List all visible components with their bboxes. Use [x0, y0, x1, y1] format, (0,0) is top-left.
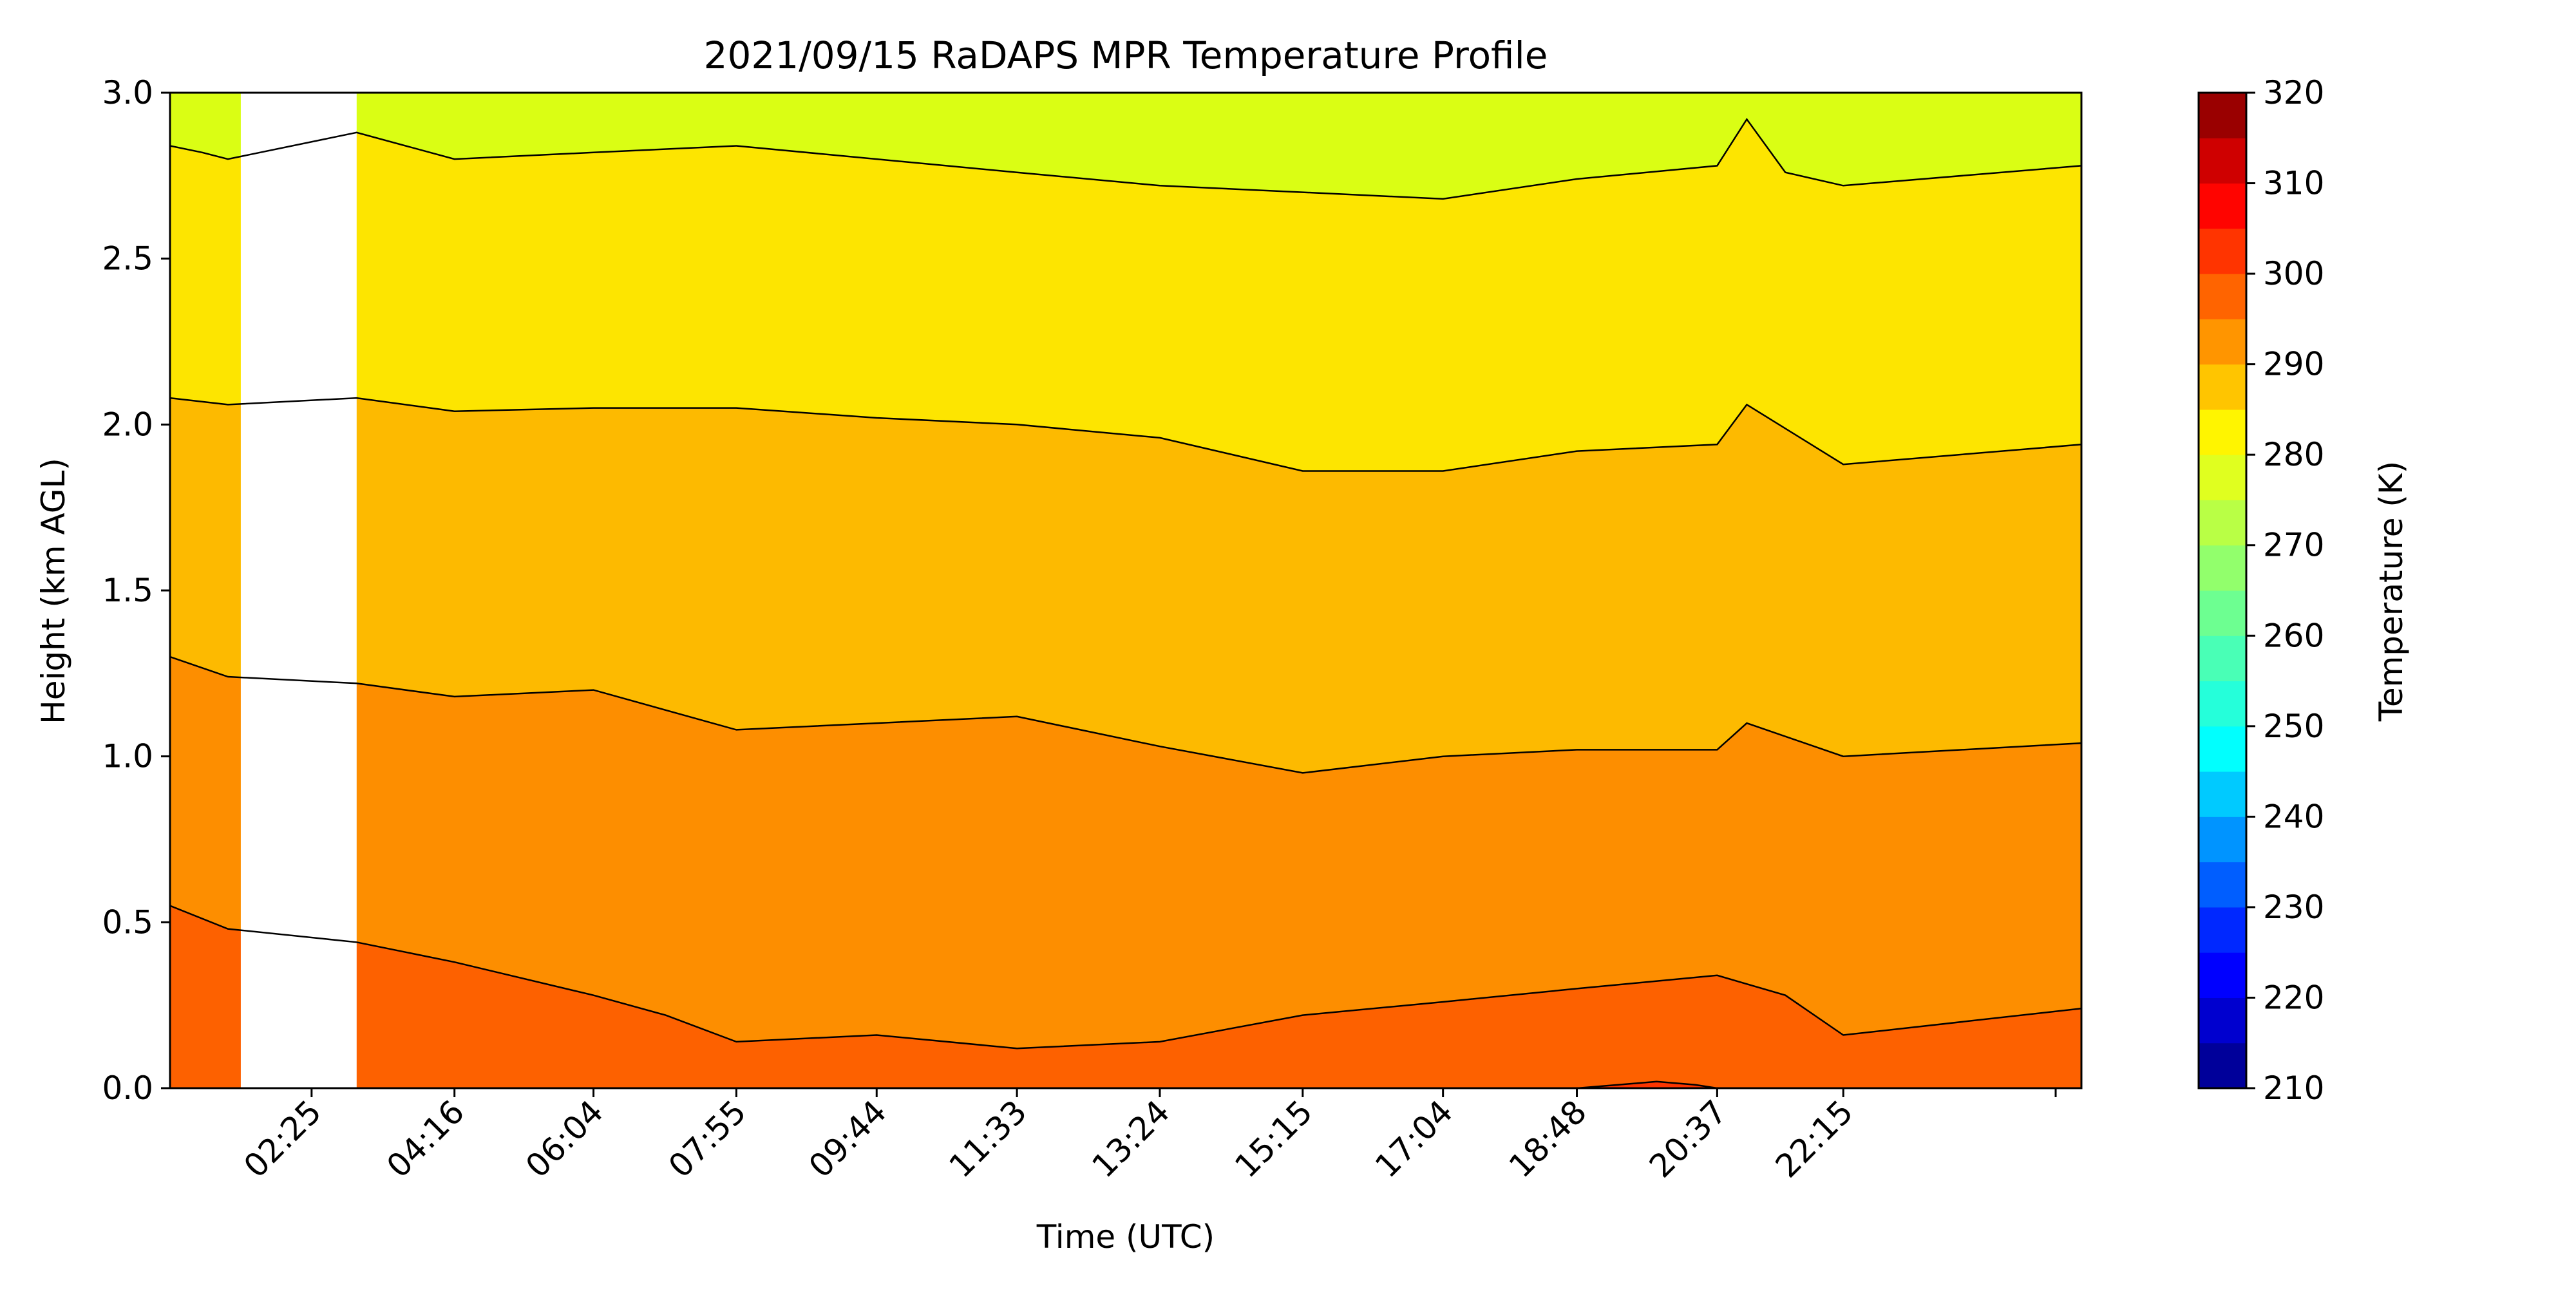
colorbar-segment [2199, 1042, 2246, 1089]
x-tick-label: 11:33 [942, 1093, 1034, 1185]
data-gap [240, 93, 357, 1088]
colorbar-tick-label: 210 [2263, 1070, 2324, 1107]
y-tick-label: 3.0 [102, 74, 153, 111]
chart-title: 2021/09/15 RaDAPS MPR Temperature Profil… [704, 33, 1548, 77]
colorbar-tick-label: 270 [2263, 527, 2324, 564]
isotherm-295 [170, 905, 2081, 1050]
x-tick-label: 15:15 [1227, 1093, 1320, 1185]
isotherm-290 [170, 655, 2081, 774]
colorbar-segment [2199, 771, 2246, 817]
colorbar-segment [2199, 138, 2246, 184]
y-tick-label: 2.5 [102, 240, 153, 278]
colorbar-segment [2199, 907, 2246, 953]
x-axis-label: Time (UTC) [1036, 1218, 1215, 1256]
y-axis-label: Height (km AGL) [35, 458, 72, 724]
x-tick-label: 04:16 [379, 1093, 471, 1185]
isotherm-280 [170, 117, 2081, 200]
colorbar-tick-label: 320 [2263, 74, 2324, 111]
x-tick-label: 18:48 [1502, 1093, 1594, 1185]
colorbar-segment [2199, 636, 2246, 682]
colorbar-segment [2199, 500, 2246, 546]
colorbar: 210 220 230 240 250 260 270 280 290 300 310 320 [2197, 74, 2324, 1107]
y-tick-label: 2.0 [102, 406, 153, 443]
colorbar-tick-label: 290 [2263, 346, 2324, 383]
colorbar-segment [2199, 952, 2246, 998]
colorbar-segment [2199, 228, 2246, 274]
colorbar-segment [2199, 319, 2246, 365]
y-tick-label: 0.0 [102, 1070, 153, 1107]
colorbar-segment [2199, 816, 2246, 863]
colorbar-frame [2197, 91, 2248, 1089]
colorbar-segment [2199, 681, 2246, 727]
band-300-305 [1577, 1081, 1718, 1088]
x-tick-label: 17:04 [1368, 1093, 1460, 1185]
x-tick-label: 09:44 [802, 1093, 894, 1185]
colorbar-tick-label: 260 [2263, 617, 2324, 654]
colorbar-segment [2199, 997, 2246, 1044]
colorbar-segment [2199, 590, 2246, 636]
isotherm-285 [170, 397, 2081, 472]
x-tick-label: 13:24 [1085, 1093, 1177, 1185]
y-tick-label: 1.0 [102, 738, 153, 775]
band-290-295 [170, 657, 2081, 1088]
colorbar-segment [2199, 455, 2246, 500]
colorbar-tick-label: 310 [2263, 165, 2324, 202]
colorbar-segment [2199, 862, 2246, 908]
colorbar-label: Temperature (K) [2372, 461, 2410, 722]
colorbar-segment [2199, 364, 2246, 410]
colorbar-segment [2199, 545, 2246, 591]
band-295-300 [170, 905, 2081, 1088]
colorbar-tick-label: 240 [2263, 798, 2324, 835]
x-tick-label: 22:15 [1768, 1093, 1861, 1185]
plot-area [170, 93, 2081, 1088]
colorbar-segment [2199, 274, 2246, 319]
colorbar-segment [2199, 409, 2246, 455]
colorbar-tick-label: 300 [2263, 255, 2324, 292]
colorbar-tick-label: 220 [2263, 979, 2324, 1016]
colorbar-segment [2199, 726, 2246, 772]
x-tick-label: 20:37 [1642, 1093, 1734, 1185]
colorbar-tick-label: 280 [2263, 436, 2324, 473]
colorbar-segment [2199, 93, 2246, 138]
colorbar-tick-label: 230 [2263, 889, 2324, 926]
filled-bands [170, 93, 2081, 1088]
isotherm-300 [1577, 1080, 1718, 1088]
colorbar-segment [2199, 183, 2246, 229]
y-tick-label: 1.5 [102, 572, 153, 609]
x-tick-label: 02:25 [236, 1093, 328, 1185]
x-tick-label: 07:55 [661, 1093, 753, 1185]
x-tick-label: 06:04 [518, 1093, 611, 1185]
colorbar-tick-label: 250 [2263, 708, 2324, 745]
y-tick-label: 0.5 [102, 903, 153, 941]
